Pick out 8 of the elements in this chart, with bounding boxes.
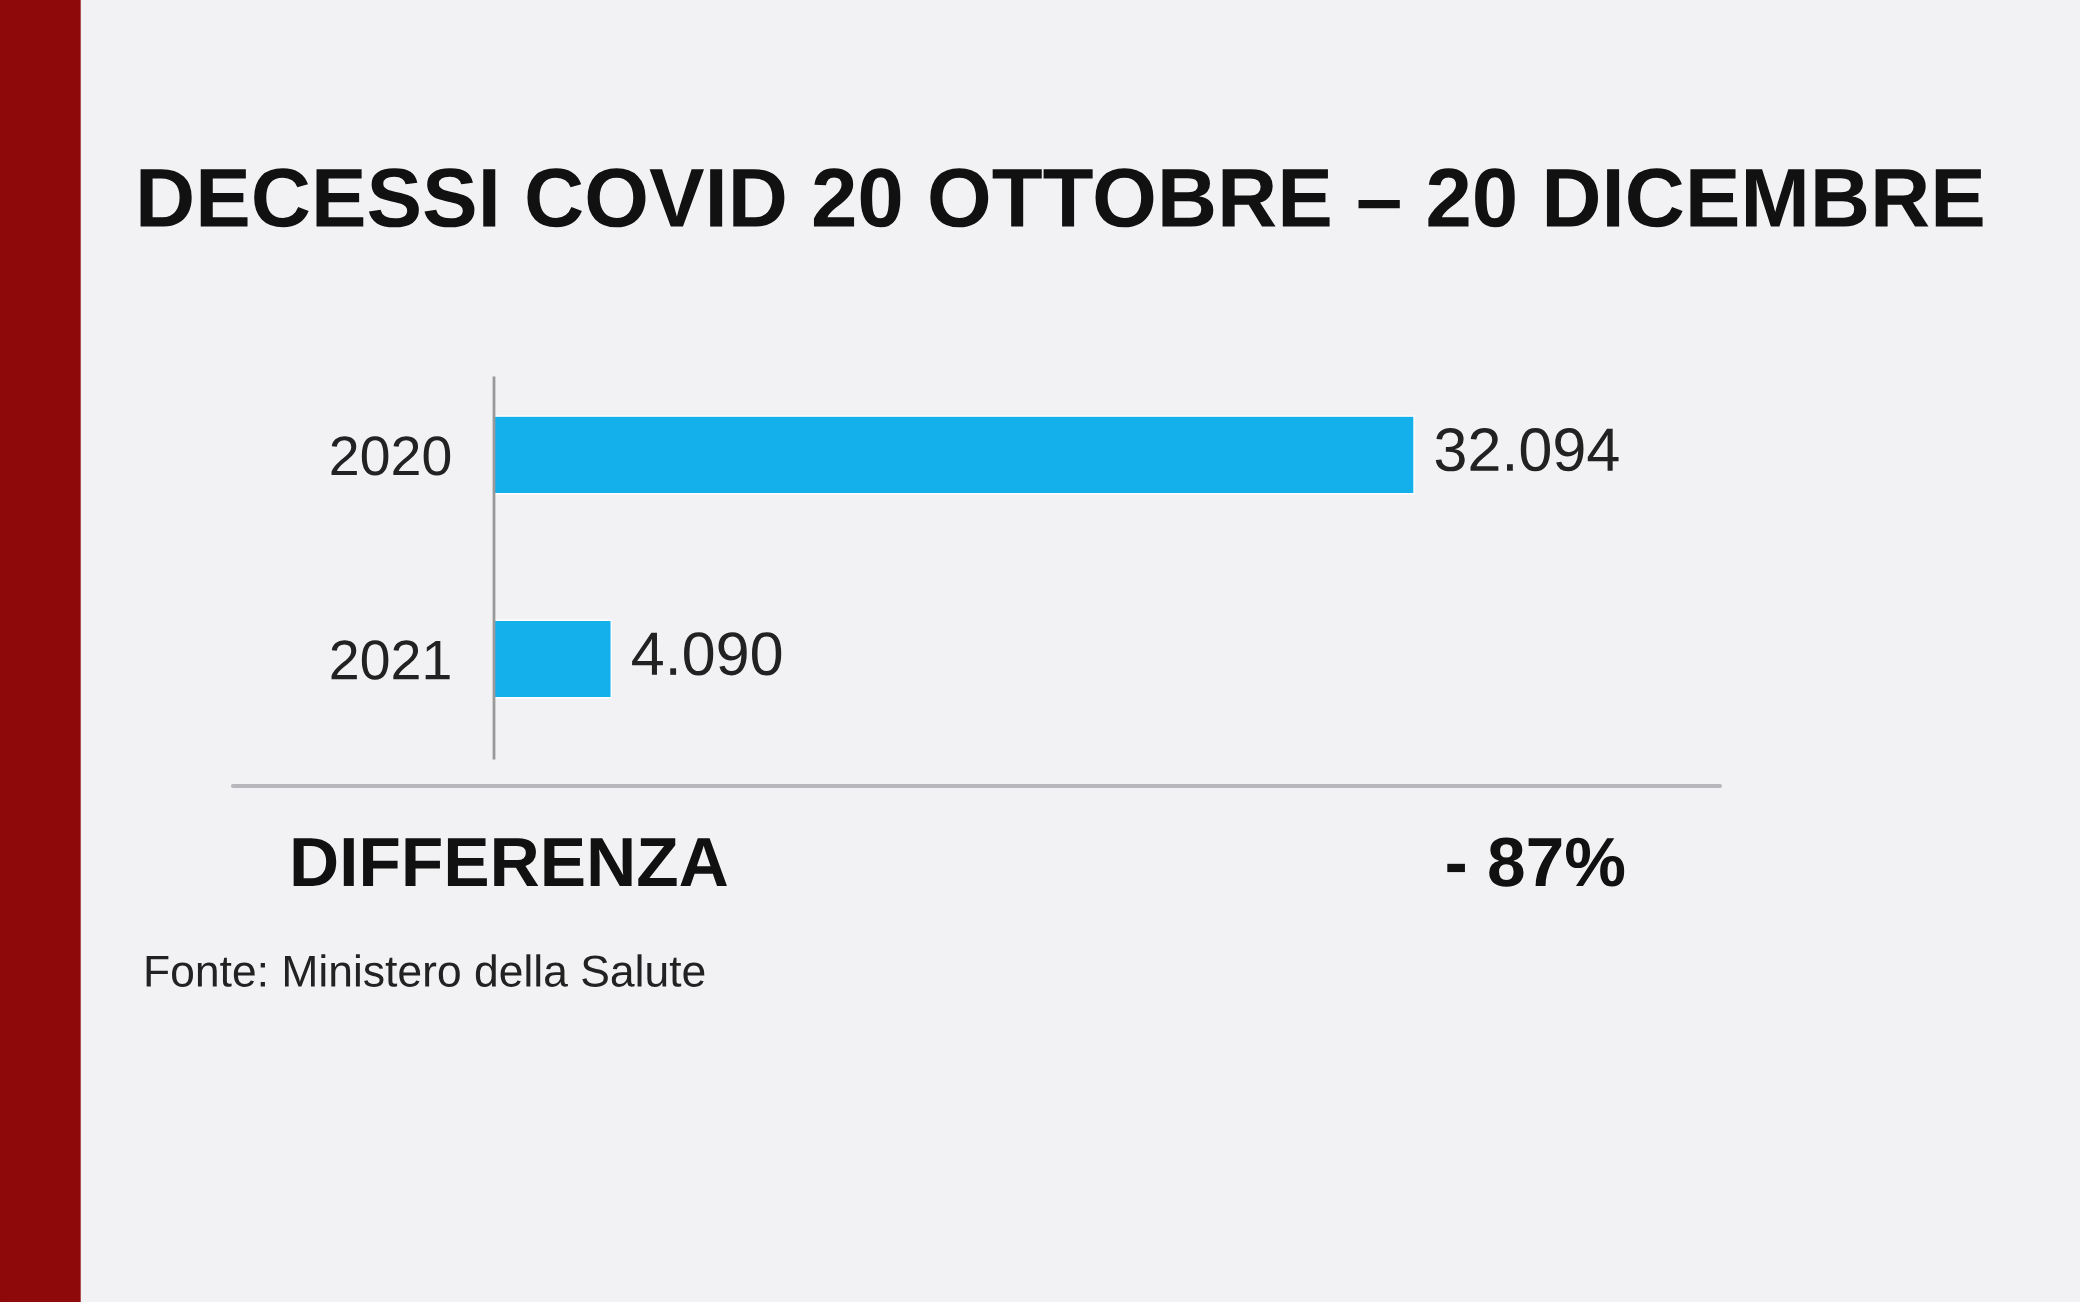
text: DIFFERENZA bbox=[293, 838, 727, 886]
data-label: 32.094 bbox=[1435, 428, 1619, 472]
chart-title: DECESSI COVID 20 OTTOBRE – 20 DICEMBRE bbox=[140, 168, 1983, 228]
text: - 87% bbox=[1447, 837, 1625, 887]
y-tick-label: 2021 bbox=[331, 640, 450, 680]
data-label: 4.090 bbox=[632, 632, 782, 676]
y-tick-label: 2020 bbox=[331, 436, 451, 476]
source-note: Fonte: Ministero della Salute bbox=[146, 954, 705, 987]
